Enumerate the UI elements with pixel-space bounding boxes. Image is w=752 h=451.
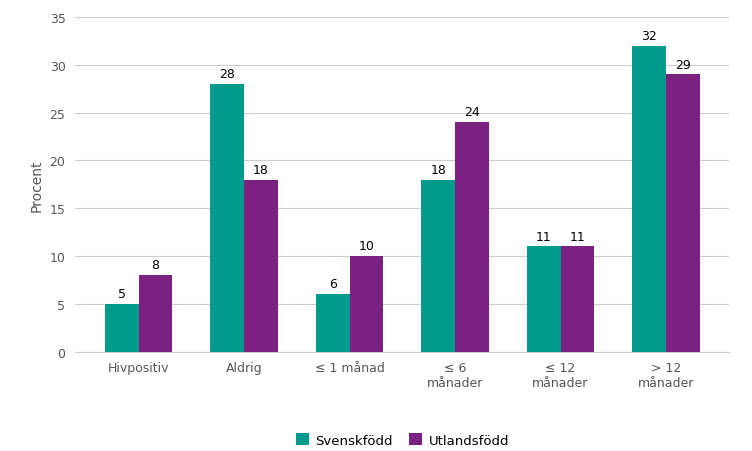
Bar	[560, 247, 594, 352]
Bar	[632, 46, 666, 352]
Bar	[211, 85, 244, 352]
Bar	[316, 295, 350, 352]
Y-axis label: Procent: Procent	[30, 159, 44, 211]
Bar	[138, 276, 172, 352]
Text: 10: 10	[359, 239, 374, 253]
Text: 29: 29	[675, 59, 690, 71]
Text: 18: 18	[430, 163, 446, 176]
Text: 24: 24	[464, 106, 480, 119]
Bar	[666, 75, 699, 352]
Text: 11: 11	[535, 230, 551, 243]
Bar	[244, 180, 278, 352]
Bar	[455, 123, 489, 352]
Text: 6: 6	[329, 278, 337, 291]
Bar	[105, 304, 138, 352]
Text: 28: 28	[220, 68, 235, 81]
Text: 5: 5	[118, 287, 126, 300]
Bar	[350, 257, 384, 352]
Text: 8: 8	[152, 259, 159, 272]
Legend: Svenskfödd, Utlandsfödd: Svenskfödd, Utlandsfödd	[290, 428, 514, 451]
Bar	[526, 247, 560, 352]
Text: 11: 11	[569, 230, 585, 243]
Bar	[421, 180, 455, 352]
Text: 18: 18	[253, 163, 269, 176]
Text: 32: 32	[641, 30, 657, 43]
